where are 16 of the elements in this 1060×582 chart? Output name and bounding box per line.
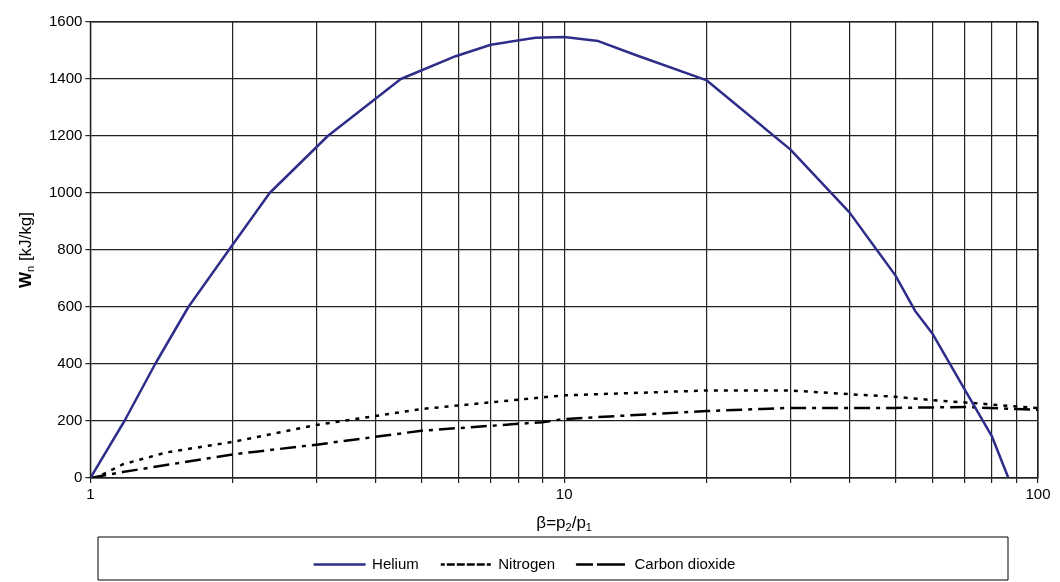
legend-label: Carbon dioxide	[634, 554, 736, 572]
y-axis-title: Wn [kJ/kg]	[15, 211, 37, 289]
y-tick-label: 0	[74, 468, 83, 486]
x-tick-label: 100	[1025, 485, 1051, 503]
y-tick-label: 1400	[48, 69, 83, 87]
y-tick-label: 1600	[48, 12, 83, 30]
legend-label: Nitrogen	[498, 554, 555, 572]
y-tick-label: 1000	[48, 183, 83, 201]
y-tick-label: 200	[57, 411, 83, 429]
y-tick-label: 800	[57, 240, 83, 258]
x-tick-label: 1	[86, 485, 95, 503]
x-tick-label: 10	[555, 485, 573, 503]
y-tick-label: 1200	[48, 126, 83, 144]
legend-label: Helium	[372, 554, 419, 572]
y-tick-label: 400	[57, 354, 83, 372]
y-tick-label: 600	[57, 297, 83, 315]
